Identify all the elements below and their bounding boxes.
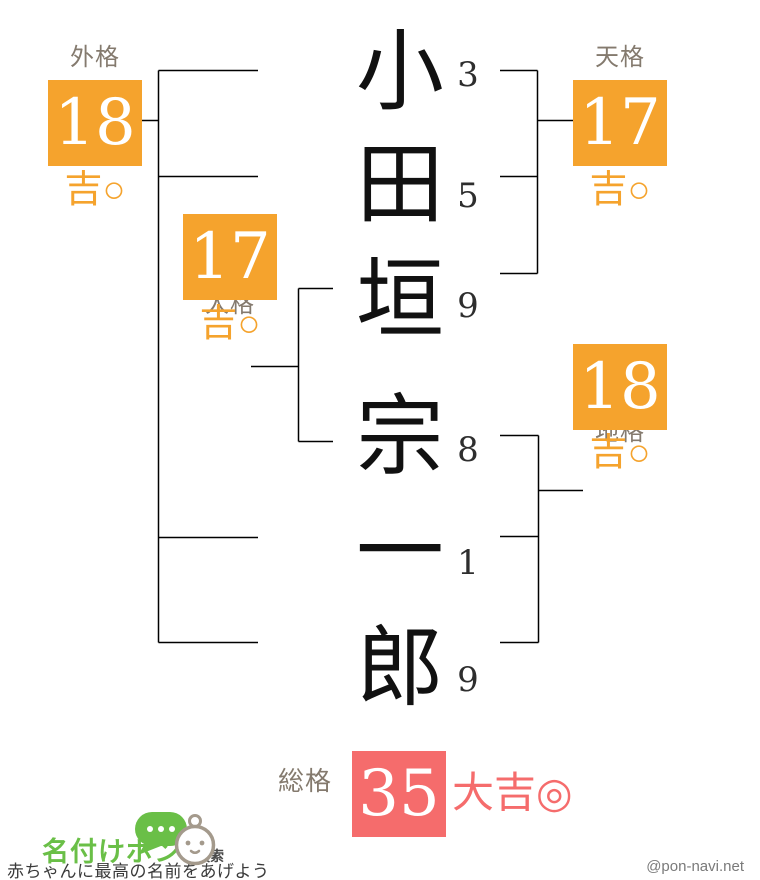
stroke-count-4: 8 [457, 430, 479, 470]
tenkaku-luck: 吉○ [589, 169, 651, 211]
gaikaku-luck: 吉○ [64, 169, 126, 211]
stroke-count-3: 9 [457, 286, 479, 326]
stroke-count-6: 9 [457, 660, 479, 700]
name-char-3: 垣 [355, 248, 444, 351]
name-char-1: 小 [355, 20, 444, 123]
brand-tagline: 赤ちゃんに最高の名前をあげよう [7, 862, 270, 880]
gaikaku-label: 外格 [70, 44, 120, 71]
site-credit[interactable]: @pon-navi.net [646, 858, 744, 875]
name-char-5: 一 [355, 500, 444, 603]
tenkaku-bracket [500, 69, 573, 275]
gaikaku-bracket [141, 69, 258, 644]
stroke-count-2: 5 [457, 176, 479, 216]
chikaku-score-box: 18 [573, 344, 667, 430]
jinkaku-bracket [251, 287, 333, 443]
chikaku-luck: 吉○ [589, 432, 651, 474]
soukaku-label: 総格 [277, 766, 332, 796]
soukaku-score-box: 35 [352, 751, 446, 837]
gaikaku-score-box: 18 [48, 80, 142, 166]
name-char-6: 郎 [355, 616, 444, 719]
name-char-4: 宗 [355, 385, 444, 488]
stroke-count-1: 3 [457, 55, 479, 95]
baby-face-icon [174, 814, 216, 866]
stroke-count-5: 1 [457, 543, 479, 583]
jinkaku-score-box: 17 [183, 214, 277, 300]
name-char-2: 田 [355, 133, 444, 236]
soukaku-luck: 大吉◎ [452, 769, 573, 816]
jinkaku-luck: 吉○ [199, 303, 261, 345]
chikaku-bracket [500, 434, 583, 644]
speech-bubble-icon [135, 812, 187, 855]
tenkaku-label: 天格 [595, 44, 645, 71]
tenkaku-score-box: 17 [573, 80, 667, 166]
